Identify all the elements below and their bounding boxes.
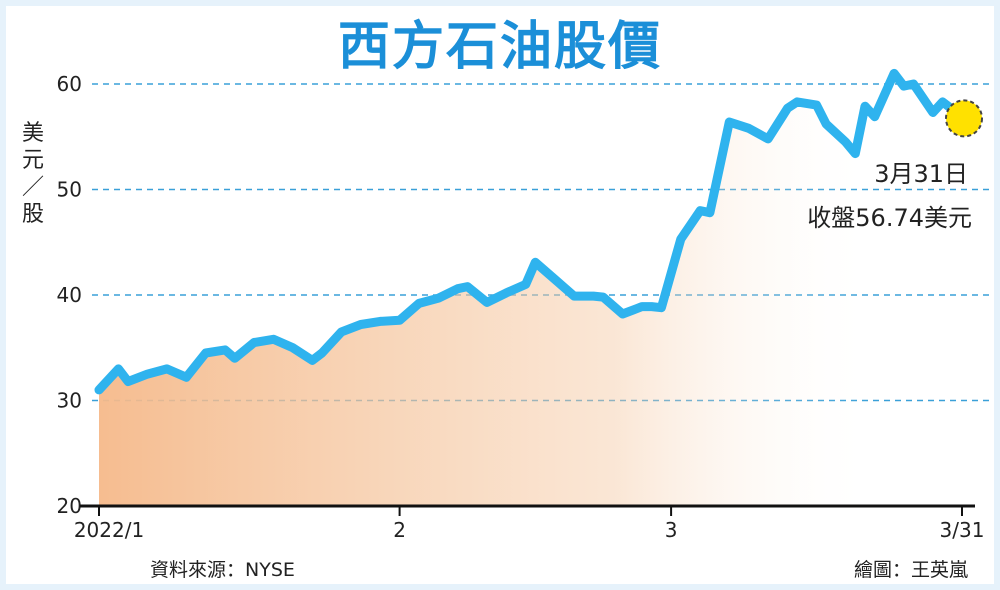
source-note: 資料來源：NYSE bbox=[150, 559, 295, 581]
last-close-marker bbox=[945, 99, 983, 138]
y-tick-labels: 20 30 40 50 60 bbox=[57, 72, 82, 518]
y-tick-label-30: 30 bbox=[57, 389, 82, 413]
chart-title: 西方石油股價 bbox=[338, 17, 662, 77]
y-axis-label-char: ／ bbox=[22, 175, 44, 200]
x-ticks: 2022/1 2 3 3/31 bbox=[74, 506, 985, 542]
y-tick-label-60: 60 bbox=[57, 72, 82, 96]
y-tick-label-40: 40 bbox=[57, 283, 82, 307]
author-credit: 繪圖：王英嵐 bbox=[854, 559, 968, 581]
y-axis-label: 美元／股 bbox=[22, 121, 44, 227]
annotation-date: 3月31日 bbox=[874, 160, 968, 188]
y-axis-label-char: 元 bbox=[22, 148, 44, 173]
x-tick-label: 3/31 bbox=[940, 518, 985, 542]
annotation-close-price: 收盤56.74美元 bbox=[807, 204, 972, 232]
y-tick-label-50: 50 bbox=[57, 178, 82, 202]
y-tick-label-20: 20 bbox=[57, 494, 82, 518]
x-tick-label: 2022/1 bbox=[74, 518, 144, 542]
price-area-fill bbox=[99, 73, 962, 507]
x-tick-label: 3 bbox=[665, 518, 678, 542]
y-axis-label-char: 股 bbox=[22, 202, 44, 227]
y-axis-label-char: 美 bbox=[22, 121, 44, 146]
price-line bbox=[94, 68, 967, 395]
x-tick-label: 2 bbox=[393, 518, 406, 542]
